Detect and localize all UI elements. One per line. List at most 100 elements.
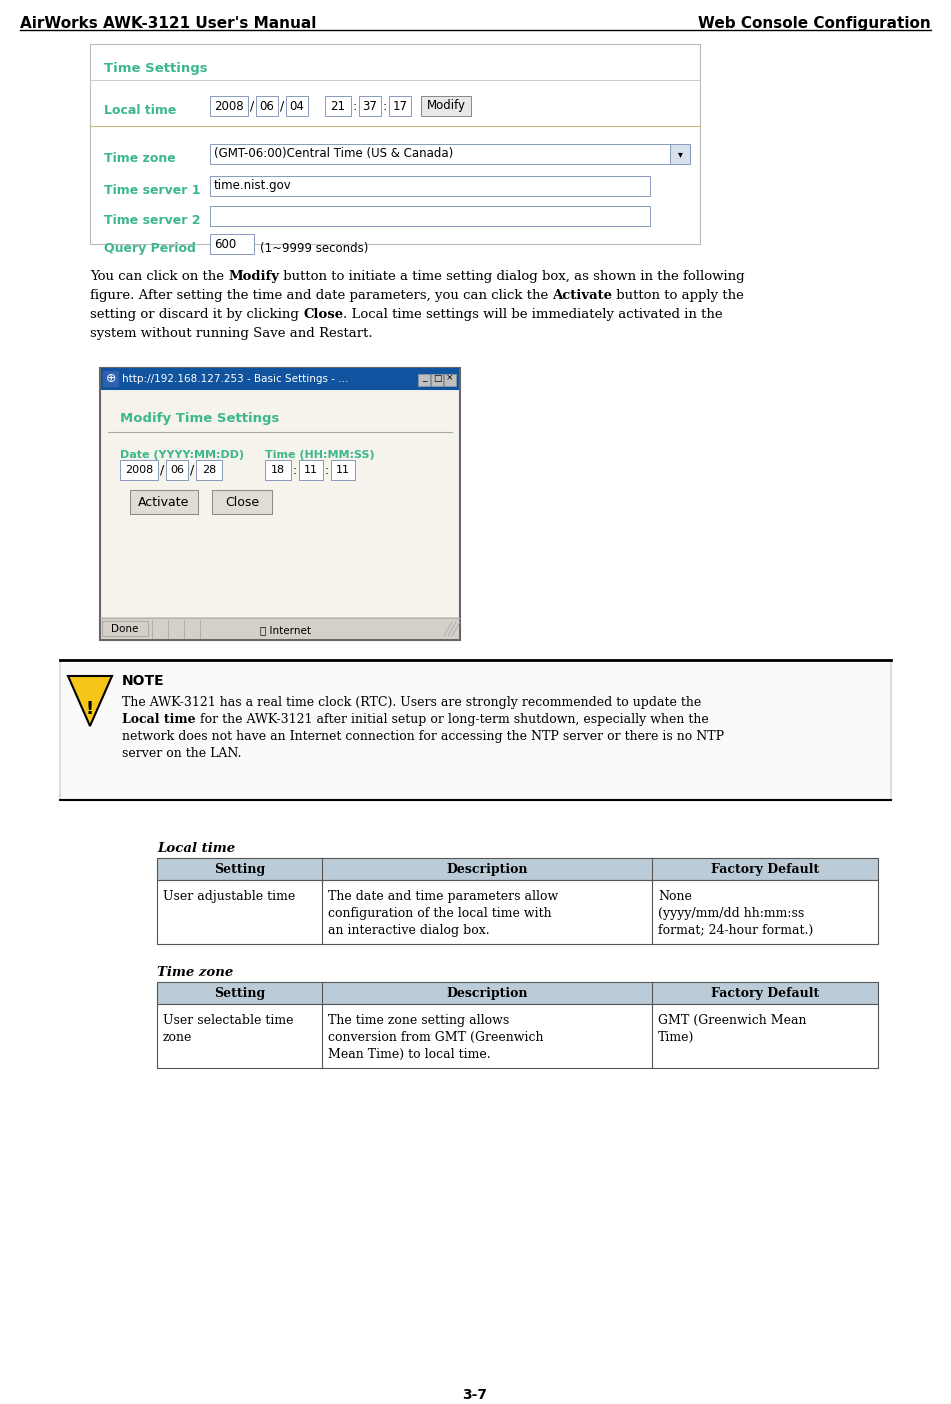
Text: 28: 28 [202,465,216,475]
FancyBboxPatch shape [389,95,411,117]
Text: 11: 11 [304,465,318,475]
Text: The time zone setting allows: The time zone setting allows [328,1014,509,1026]
Polygon shape [68,675,112,726]
FancyBboxPatch shape [166,461,188,480]
Text: 04: 04 [289,100,304,112]
Text: Time zone: Time zone [104,152,176,166]
FancyBboxPatch shape [212,490,272,514]
Text: figure. After setting the time and date parameters, you can click the: figure. After setting the time and date … [90,289,553,302]
Text: zone: zone [163,1031,192,1045]
FancyBboxPatch shape [265,461,291,480]
Text: network does not have an Internet connection for accessing the NTP server or the: network does not have an Internet connec… [122,730,724,743]
Text: Query Period: Query Period [104,241,196,256]
Text: Web Console Configuration: Web Console Configuration [698,15,931,31]
Text: 11: 11 [336,465,350,475]
Text: (GMT-06:00)Central Time (US & Canada): (GMT-06:00)Central Time (US & Canada) [214,147,454,160]
Text: http://192.168.127.253 - Basic Settings - ...: http://192.168.127.253 - Basic Settings … [122,373,348,385]
FancyBboxPatch shape [210,145,670,164]
Text: 600: 600 [214,237,236,250]
FancyBboxPatch shape [130,490,198,514]
Text: Description: Description [446,987,528,1000]
Text: Modify: Modify [426,100,465,112]
Text: 06: 06 [170,465,184,475]
FancyBboxPatch shape [256,95,278,117]
FancyBboxPatch shape [196,461,222,480]
Text: Mean Time) to local time.: Mean Time) to local time. [328,1047,491,1061]
FancyBboxPatch shape [210,176,650,197]
Text: 37: 37 [362,100,378,112]
Text: :: : [353,100,358,112]
Text: Factory Default: Factory Default [711,862,819,876]
FancyBboxPatch shape [60,660,891,800]
Text: 3-7: 3-7 [462,1389,488,1403]
Text: Setting: Setting [214,987,265,1000]
FancyBboxPatch shape [299,461,323,480]
FancyBboxPatch shape [102,392,458,637]
Text: time.nist.gov: time.nist.gov [214,180,292,192]
Text: Time (HH:MM:SS): Time (HH:MM:SS) [265,451,375,461]
Text: Time zone: Time zone [157,966,233,979]
FancyBboxPatch shape [210,206,650,226]
FancyBboxPatch shape [103,371,119,388]
Text: Done: Done [111,623,139,633]
Text: /: / [250,100,254,112]
Text: /: / [280,100,284,112]
FancyBboxPatch shape [90,44,700,244]
Text: _: _ [421,373,426,382]
FancyBboxPatch shape [157,858,878,880]
FancyBboxPatch shape [120,461,158,480]
Text: Date (YYYY:MM:DD): Date (YYYY:MM:DD) [120,451,244,461]
Text: The AWK-3121 has a real time clock (RTC). Users are strongly recommended to upda: The AWK-3121 has a real time clock (RTC)… [122,696,701,709]
Text: AirWorks AWK-3121 User's Manual: AirWorks AWK-3121 User's Manual [20,15,317,31]
FancyBboxPatch shape [331,461,355,480]
Text: Local time: Local time [104,104,176,117]
Text: Time server 2: Time server 2 [104,213,201,227]
Text: Setting: Setting [214,862,265,876]
Text: User selectable time: User selectable time [163,1014,294,1026]
Text: for the AWK-3121 after initial setup or long-term shutdown, especially when the: for the AWK-3121 after initial setup or … [196,713,708,726]
Text: configuration of the local time with: configuration of the local time with [328,907,552,920]
FancyBboxPatch shape [100,368,460,640]
Text: setting or discard it by clicking: setting or discard it by clicking [90,307,303,322]
FancyBboxPatch shape [157,981,878,1004]
Text: Description: Description [446,862,528,876]
Text: Close: Close [303,307,343,322]
FancyBboxPatch shape [431,373,443,386]
Text: /: / [160,463,165,476]
Text: Time Settings: Time Settings [104,62,207,74]
Text: 06: 06 [260,100,275,112]
Text: ×: × [446,373,454,382]
FancyBboxPatch shape [210,234,254,254]
Text: □: □ [433,373,441,382]
Text: an interactive dialog box.: an interactive dialog box. [328,924,490,936]
FancyBboxPatch shape [101,616,459,639]
FancyBboxPatch shape [325,95,351,117]
Text: ▾: ▾ [677,149,683,159]
FancyBboxPatch shape [418,373,430,386]
FancyBboxPatch shape [286,95,308,117]
FancyBboxPatch shape [102,621,148,636]
Text: Activate: Activate [138,496,189,508]
Text: system without running Save and Restart.: system without running Save and Restart. [90,327,373,340]
Text: . Local time settings will be immediately activated in the: . Local time settings will be immediatel… [343,307,723,322]
Text: Time server 1: Time server 1 [104,184,201,197]
Text: Factory Default: Factory Default [711,987,819,1000]
FancyBboxPatch shape [157,1004,878,1068]
Text: 21: 21 [331,100,345,112]
Text: button to initiate a time setting dialog box, as shown in the following: button to initiate a time setting dialog… [280,270,745,284]
FancyBboxPatch shape [101,368,459,390]
Text: !: ! [86,699,94,717]
Text: button to apply the: button to apply the [612,289,745,302]
Text: Close: Close [225,496,259,508]
FancyBboxPatch shape [670,145,690,164]
Text: 2008: 2008 [214,100,243,112]
Text: Activate: Activate [553,289,612,302]
Text: ⊕: ⊕ [106,372,116,386]
Text: User adjustable time: User adjustable time [163,890,295,903]
Text: Local time: Local time [122,713,196,726]
FancyBboxPatch shape [210,95,248,117]
FancyBboxPatch shape [157,880,878,943]
Text: None: None [658,890,692,903]
Text: conversion from GMT (Greenwich: conversion from GMT (Greenwich [328,1031,544,1045]
Text: 2008: 2008 [125,465,153,475]
